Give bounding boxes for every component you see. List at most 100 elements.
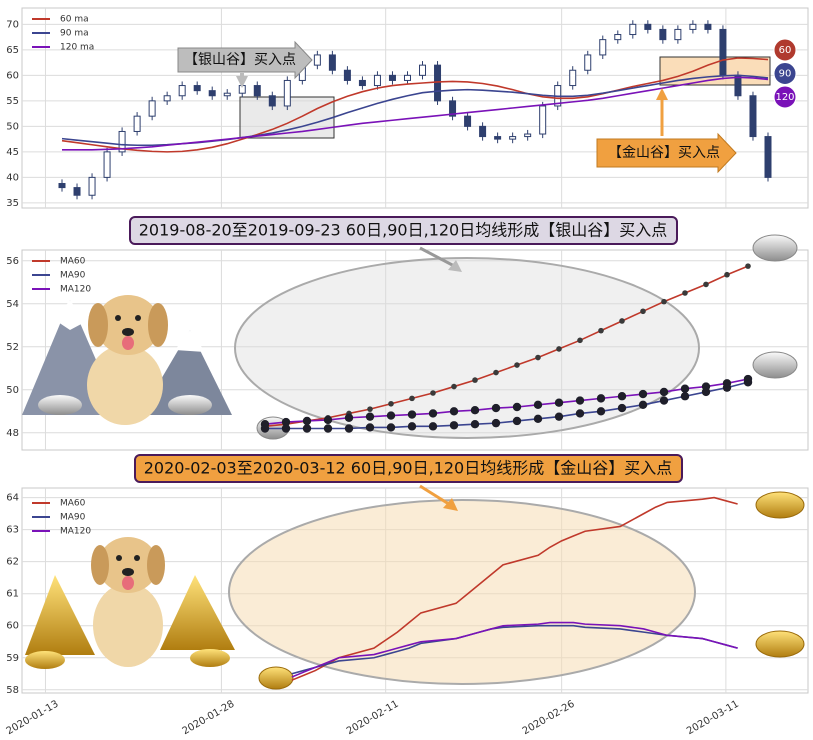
pointer-arrow-head <box>443 498 458 511</box>
gold-pyramids <box>25 575 235 669</box>
point <box>701 382 711 391</box>
badge <box>773 38 797 62</box>
point <box>449 421 459 430</box>
point <box>596 407 606 416</box>
ma-line <box>291 496 738 681</box>
candle-body <box>719 28 727 76</box>
point <box>724 271 730 278</box>
candle-body <box>148 100 156 117</box>
point <box>680 392 690 401</box>
candle-body <box>539 105 547 135</box>
pointer-arrow <box>419 484 453 508</box>
badge-label: 60 <box>779 45 792 56</box>
badge <box>773 85 797 109</box>
candle-body <box>283 79 291 107</box>
y-tick-label: 61 <box>6 589 19 600</box>
candle-body <box>313 54 321 66</box>
point <box>386 411 396 420</box>
ma-line <box>61 57 769 153</box>
legend-label: 60 ma <box>60 15 89 25</box>
point <box>575 396 585 405</box>
point <box>470 406 480 415</box>
candle-body <box>479 125 487 138</box>
y-tick-label: 63 <box>6 525 19 536</box>
y-tick-label: 62 <box>6 557 19 568</box>
candle-body <box>193 85 201 92</box>
point <box>661 298 667 305</box>
dog-illustration <box>87 295 168 425</box>
chart-title: 2020-02-03至2020-03-12 60日,90日,120日均线形成【金… <box>144 459 673 478</box>
candle-body <box>509 136 517 140</box>
point <box>344 424 354 433</box>
point <box>409 395 415 402</box>
point <box>640 308 646 315</box>
candle-body <box>208 90 216 97</box>
y-tick-label: 48 <box>6 428 19 439</box>
annotation-arrow <box>177 40 313 80</box>
x-tick-label: 2020-02-26 <box>521 699 577 738</box>
candle-body <box>674 28 682 41</box>
candle-body <box>103 151 111 178</box>
y-tick-label: 64 <box>6 493 19 504</box>
candle-body <box>584 54 592 71</box>
point <box>302 416 312 426</box>
point <box>344 413 354 422</box>
annotation-arrow <box>596 132 737 174</box>
candle-body <box>403 74 411 81</box>
point <box>302 424 312 433</box>
candle-body <box>328 54 336 71</box>
candle-body <box>689 23 697 30</box>
candle-body <box>734 74 742 97</box>
point <box>743 374 753 384</box>
point <box>533 414 543 424</box>
legend-label: 90 ma <box>60 29 89 39</box>
candle-body <box>253 85 261 97</box>
legend-label: MA60 <box>60 499 86 509</box>
candle-body <box>644 23 652 30</box>
candle-body <box>524 133 532 138</box>
annotation: 【银山谷】买入点 <box>184 52 296 68</box>
y-tick-label: 50 <box>6 385 19 396</box>
ma-line <box>291 624 738 675</box>
point <box>451 383 457 390</box>
point <box>449 407 459 416</box>
point <box>428 422 438 431</box>
point <box>428 409 438 418</box>
ma-line <box>264 265 749 428</box>
candle-body <box>449 100 457 117</box>
candle-body <box>88 176 96 196</box>
legend-label: MA120 <box>60 285 91 295</box>
gold-zone <box>659 56 771 86</box>
point <box>745 263 751 269</box>
point <box>388 400 394 407</box>
dog-illustration <box>91 537 165 667</box>
point <box>722 379 732 388</box>
candle-body <box>434 64 442 102</box>
candle-body <box>569 69 577 87</box>
y-tick-label: 35 <box>6 198 19 209</box>
y-tick-label: 70 <box>6 19 19 30</box>
point <box>659 387 669 397</box>
legend-label: MA90 <box>60 513 86 523</box>
candle-body <box>118 130 126 153</box>
point <box>533 400 543 410</box>
candle-body <box>629 23 637 36</box>
candle-body <box>419 64 427 76</box>
y-tick-label: 54 <box>6 299 19 310</box>
candle-body <box>494 136 502 140</box>
badge-label: 120 <box>775 92 794 103</box>
point <box>512 416 522 426</box>
y-tick-label: 55 <box>6 96 19 107</box>
x-tick-label: 2020-03-11 <box>685 699 741 738</box>
ma-line <box>291 621 738 678</box>
point <box>472 377 478 383</box>
point <box>430 390 436 396</box>
ma-line <box>62 76 769 151</box>
highlight-ellipse <box>234 257 700 439</box>
point <box>659 396 669 405</box>
y-tick-label: 65 <box>6 45 19 56</box>
point <box>598 327 604 334</box>
candle-body <box>388 74 396 81</box>
x-tick-label: 2020-02-11 <box>345 699 401 738</box>
